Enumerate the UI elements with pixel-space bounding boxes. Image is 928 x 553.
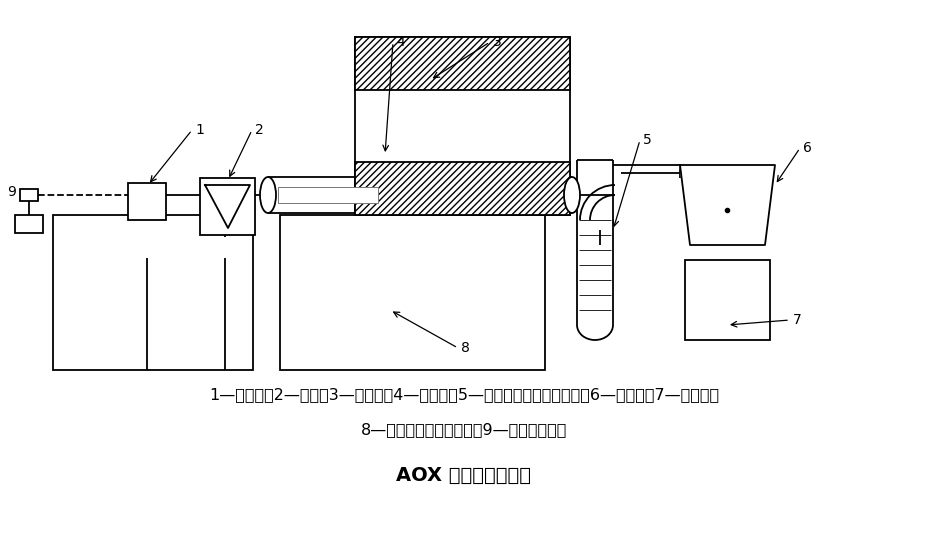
Text: 8—气流、温度控制单元；9—助燃气进口。: 8—气流、温度控制单元；9—助燃气进口。	[360, 422, 567, 437]
Polygon shape	[679, 165, 774, 245]
Text: 8: 8	[460, 341, 470, 355]
Bar	[53, 215, 252, 370]
Ellipse shape	[563, 177, 579, 213]
Bar	[354, 37, 570, 90]
Bar	[200, 178, 254, 235]
Text: 7: 7	[793, 313, 801, 327]
Text: 5: 5	[642, 133, 651, 147]
Text: 1: 1	[195, 123, 203, 137]
Bar	[279, 215, 545, 370]
Text: 4: 4	[395, 35, 405, 49]
Bar	[277, 187, 378, 203]
Bar	[128, 183, 166, 220]
Polygon shape	[205, 185, 250, 228]
Bar	[15, 215, 43, 233]
Ellipse shape	[260, 177, 276, 213]
Text: 3: 3	[493, 35, 501, 49]
Text: 2: 2	[254, 123, 264, 137]
Text: 9: 9	[7, 185, 16, 199]
Bar	[684, 260, 769, 340]
Bar	[354, 162, 570, 215]
Bar	[354, 37, 570, 215]
Text: AOX 测定装置原理图: AOX 测定装置原理图	[396, 466, 531, 484]
Text: 6: 6	[802, 141, 811, 155]
Text: 1—进样口；2—样品；3—燃烧炉；4—燃烧管；5—干燥管（注入浓硫酸）；6—滴定池；7—搅拌器；: 1—进样口；2—样品；3—燃烧炉；4—燃烧管；5—干燥管（注入浓硫酸）；6—滴定…	[209, 388, 718, 403]
Bar	[20, 189, 38, 201]
